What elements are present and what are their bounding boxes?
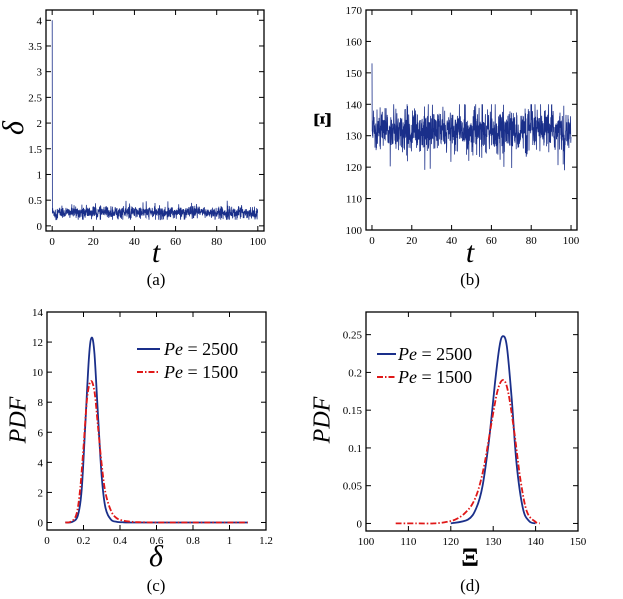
- panel-d: 0 0.05 0.1 0.15 0.2 0.25 100 110 120 130 140 150 P…: [310, 311, 587, 595]
- x-tick-label: 110: [400, 536, 417, 548]
- plot-area-a: [51, 20, 258, 221]
- y-axis-label-a: δ: [0, 120, 30, 135]
- x-tick-label: 0.2: [77, 535, 91, 547]
- y-tick-label: 0.15: [343, 405, 363, 417]
- y-tick-label: 0: [37, 221, 43, 233]
- x-tick-label: 100: [563, 235, 580, 247]
- y-tick-label: 6: [38, 427, 44, 439]
- y-tick-label: 0: [38, 517, 44, 529]
- y-ticks-c: 0 2 4 6 8 10 12 14: [32, 307, 266, 529]
- x-ticks-d: 100 110 120 130 140 150: [358, 312, 587, 548]
- x-tick-label: 40: [446, 235, 458, 247]
- y-tick-label: 2: [37, 118, 43, 130]
- y-tick-label: 14: [32, 307, 44, 319]
- y-tick-label: 10: [32, 367, 44, 379]
- x-axis-label-c: δ: [149, 540, 164, 573]
- x-tick-label: 60: [486, 235, 498, 247]
- plot-frame-d: [365, 311, 579, 532]
- y-tick-label: 4: [38, 457, 44, 469]
- y-axis-label-d: PDF: [310, 396, 336, 444]
- y-tick-label: 120: [346, 162, 363, 174]
- x-axis-label-b: t: [466, 236, 475, 269]
- plot-frame-a: [45, 9, 265, 232]
- plot-area-d: [395, 335, 541, 525]
- x-tick-label: 0.4: [113, 535, 127, 547]
- y-tick-label: 130: [346, 131, 363, 143]
- y-tick-label: 1.5: [28, 144, 42, 156]
- x-tick-label: 100: [250, 236, 267, 248]
- series-line-pe-2500: [450, 335, 536, 525]
- series-line-pe-1500: [395, 379, 541, 525]
- x-tick-label: 20: [88, 236, 100, 248]
- x-tick-label: 1: [227, 535, 233, 547]
- x-tick-label: 120: [443, 536, 460, 548]
- legend-label-pe1500-c: Pe = 1500: [163, 362, 238, 382]
- x-tick-label: 40: [129, 236, 141, 248]
- legend-label-pe2500-c: Pe = 2500: [163, 339, 238, 359]
- y-tick-label: 100: [346, 225, 363, 237]
- x-tick-label: 20: [406, 235, 418, 247]
- y-ticks-b: 100 110 120 130 140 150 160 170: [346, 5, 577, 237]
- caption-b: (b): [460, 270, 480, 289]
- x-tick-label: 140: [527, 536, 544, 548]
- y-tick-label: 140: [346, 99, 363, 111]
- y-axis-label-b: Ξ: [311, 112, 337, 128]
- x-tick-label: 1.2: [259, 535, 273, 547]
- y-tick-label: 4: [37, 15, 43, 27]
- series-line: [371, 63, 572, 171]
- y-tick-label: 0.25: [343, 330, 363, 342]
- legend-label-pe1500-d: Pe = 1500: [397, 367, 472, 387]
- x-tick-label: 0.8: [186, 535, 200, 547]
- x-tick-label: 0: [44, 535, 50, 547]
- y-ticks-d: 0 0.05 0.1 0.15 0.2 0.25: [343, 330, 578, 530]
- plot-area-c: [65, 336, 248, 524]
- x-tick-label: 130: [485, 536, 502, 548]
- x-tick-label: 80: [526, 235, 538, 247]
- y-tick-label: 0: [357, 518, 363, 530]
- y-tick-label: 8: [38, 397, 44, 409]
- caption-a: (a): [147, 270, 166, 289]
- x-ticks-b: 0 20 40 60 80 100: [369, 10, 580, 247]
- y-ticks-a: 0 0.5 1 1.5 2 2.5 3 3.5 4: [28, 15, 264, 233]
- legend-label-pe2500-d: Pe = 2500: [397, 344, 472, 364]
- y-tick-label: 2.5: [28, 92, 42, 104]
- x-tick-label: 150: [570, 536, 587, 548]
- y-tick-label: 160: [346, 36, 363, 48]
- y-tick-label: 0.2: [348, 367, 362, 379]
- x-tick-label: 80: [211, 236, 223, 248]
- series-line: [51, 20, 258, 221]
- caption-d: (d): [460, 576, 480, 595]
- y-tick-label: 12: [32, 337, 43, 349]
- y-tick-label: 150: [346, 68, 363, 80]
- series-line-pe-1500: [65, 380, 248, 524]
- y-tick-label: 170: [346, 5, 363, 17]
- legend-d: Pe = 2500 Pe = 1500: [377, 344, 472, 387]
- y-tick-label: 0.05: [343, 481, 363, 493]
- x-tick-label: 0: [49, 236, 55, 248]
- plot-area-b: [371, 63, 572, 171]
- caption-c: (c): [147, 576, 166, 595]
- y-tick-label: 2: [38, 487, 44, 499]
- y-tick-label: 1: [37, 169, 43, 181]
- legend-c: Pe = 2500 Pe = 1500: [137, 339, 238, 382]
- x-tick-label: 0.6: [150, 535, 164, 547]
- x-ticks-c: 0 0.2 0.4 0.6 0.8 1 1.2: [44, 312, 273, 547]
- x-tick-label: 0: [369, 235, 375, 247]
- y-tick-label: 0.5: [28, 195, 42, 207]
- y-tick-label: 110: [346, 194, 363, 206]
- x-axis-label-d: Ξ: [461, 543, 479, 572]
- y-axis-label-c: PDF: [6, 396, 32, 444]
- y-tick-label: 3: [37, 67, 43, 79]
- panel-a: 0 0.5 1 1.5 2 2.5 3 3.5 4 0 20 40 60 80 100 δ t (a): [0, 9, 267, 289]
- plot-frame-b: [365, 9, 578, 231]
- x-tick-label: 100: [358, 536, 375, 548]
- x-ticks-a: 0 20 40 60 80 100: [49, 10, 267, 248]
- panel-c: 0 2 4 6 8 10 12 14 0 0.2 0.4 0.6 0.8 1 1.2 Pe = 2500 …: [6, 307, 273, 595]
- x-axis-label-a: t: [152, 236, 161, 269]
- y-tick-label: 0.1: [348, 443, 362, 455]
- x-tick-label: 60: [170, 236, 182, 248]
- y-tick-label: 3.5: [28, 41, 42, 53]
